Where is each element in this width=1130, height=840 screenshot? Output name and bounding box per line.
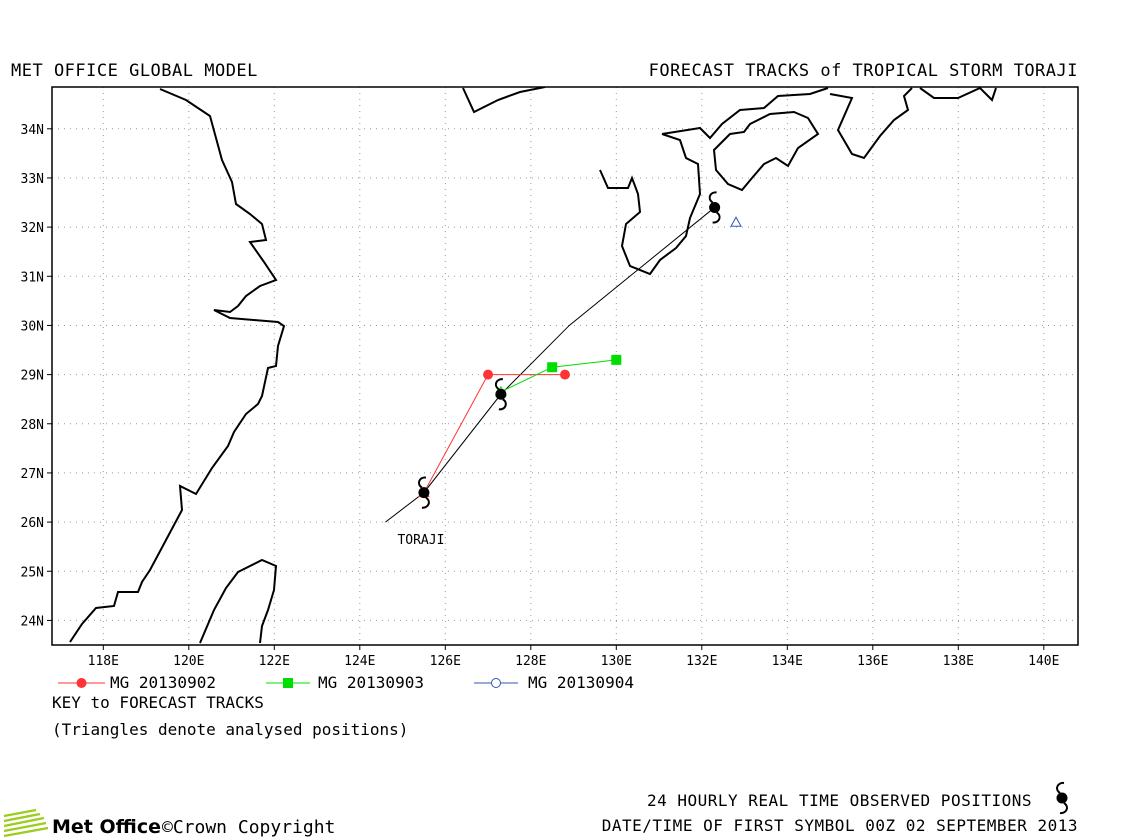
key-note: (Triangles denote analysed positions) (52, 720, 409, 739)
legend-label-2: MG 20130903 (318, 673, 424, 692)
legend-marker-3 (491, 678, 501, 688)
coastline-kyushu (599, 133, 702, 276)
tick-label-lon: 138E (943, 654, 974, 669)
tick-label-lon: 128E (515, 654, 546, 669)
coastline-shikoku (712, 110, 820, 192)
storm-name-label: TORAJI (397, 533, 444, 548)
tick-label-lat: 31N (21, 270, 44, 285)
tick-label-lat: 29N (21, 369, 44, 384)
tick-label-lon: 126E (430, 654, 461, 669)
coastline-taiwan (199, 558, 278, 644)
coastline-honshu (661, 87, 829, 140)
tick-label-lat: 34N (21, 123, 44, 138)
legend-label-3: MG 20130904 (528, 673, 634, 692)
cyclone-symbol-icon (1056, 781, 1068, 815)
tick-label-lat: 24N (21, 614, 44, 629)
cyclone-arm-bottom (421, 496, 430, 509)
model-title: MET OFFICE GLOBAL MODEL (11, 61, 258, 81)
cyclone-arm-top (708, 191, 717, 204)
cyclone-arm-top (417, 476, 427, 489)
copyright-notice: ©Crown Copyright (162, 817, 336, 838)
cyclone-arm-top (494, 378, 504, 391)
tick-label-lon: 118E (88, 654, 119, 669)
forecast-track-line-1 (423, 374, 565, 493)
coastline-honshu-far (919, 87, 997, 102)
coastline-china (69, 88, 286, 643)
analysed-position-triangle (730, 216, 742, 227)
cyclone-symbol-icon (708, 191, 721, 224)
observed-positions-note: 24 HOURLY REAL TIME OBSERVED POSITIONS (646, 791, 1032, 810)
coastline-korea (462, 87, 546, 114)
tick-label-lat: 33N (21, 172, 44, 187)
cyclone-arm-bottom (498, 398, 507, 411)
axis-ticks: 118E 120E 122E 124E 126E 128E 130E 132E 134E 136E… (21, 123, 1060, 669)
tick-label-lon: 132E (686, 654, 717, 669)
cyclone-core (709, 201, 721, 213)
tick-label-lon: 130E (601, 654, 632, 669)
legend-label-1: MG 20130902 (110, 673, 216, 692)
cyclone-core (495, 388, 507, 400)
tick-label-lon: 120E (173, 654, 204, 669)
chart-title: FORECAST TRACKS of TROPICAL STORM TORAJI (648, 61, 1078, 81)
cyclone-core (418, 487, 430, 499)
tick-label-lat: 28N (21, 418, 44, 433)
cyclone-arm-top (1056, 781, 1065, 794)
tick-label-lat: 32N (21, 221, 44, 236)
cyclone-arm-bottom (712, 211, 721, 224)
cyclone-arm-bottom (1059, 802, 1068, 815)
met-office-brand: Met Office (52, 816, 161, 838)
legend-marker-2 (283, 678, 293, 688)
footer-cyclone-glyph (1056, 781, 1068, 815)
forecast-point-2 (611, 354, 622, 365)
tick-label-lat: 26N (21, 516, 44, 531)
legend-markers (58, 678, 518, 688)
coastline-honshu-east (829, 87, 913, 160)
cyclone-core (1056, 792, 1068, 804)
cyclone-symbol-icon (494, 378, 507, 411)
forecast-point-2 (547, 362, 558, 373)
forecast-point-1 (483, 369, 494, 380)
map-frame (51, 86, 1079, 646)
coastlines (69, 87, 997, 644)
tick-label-lon: 124E (344, 654, 375, 669)
forecast-track-line-2 (500, 359, 617, 393)
tick-label-lon: 136E (857, 654, 888, 669)
tick-label-lon: 134E (772, 654, 803, 669)
first-symbol-datetime: DATE/TIME OF FIRST SYMBOL 00Z 02 SEPTEMB… (601, 816, 1078, 835)
met-office-logo-icon (3, 808, 49, 838)
tick-label-lon: 140E (1028, 654, 1059, 669)
key-title: KEY to FORECAST TRACKS (52, 693, 264, 712)
tick-label-lat: 25N (21, 565, 44, 580)
tick-label-lat: 27N (21, 467, 44, 482)
tick-label-lat: 30N (21, 319, 44, 334)
cyclone-symbol-icon (417, 476, 430, 509)
forecast-point-1 (560, 369, 570, 380)
legend-marker-1 (76, 678, 87, 688)
tick-label-lon: 122E (259, 654, 290, 669)
tracks: TORAJI (385, 191, 742, 548)
